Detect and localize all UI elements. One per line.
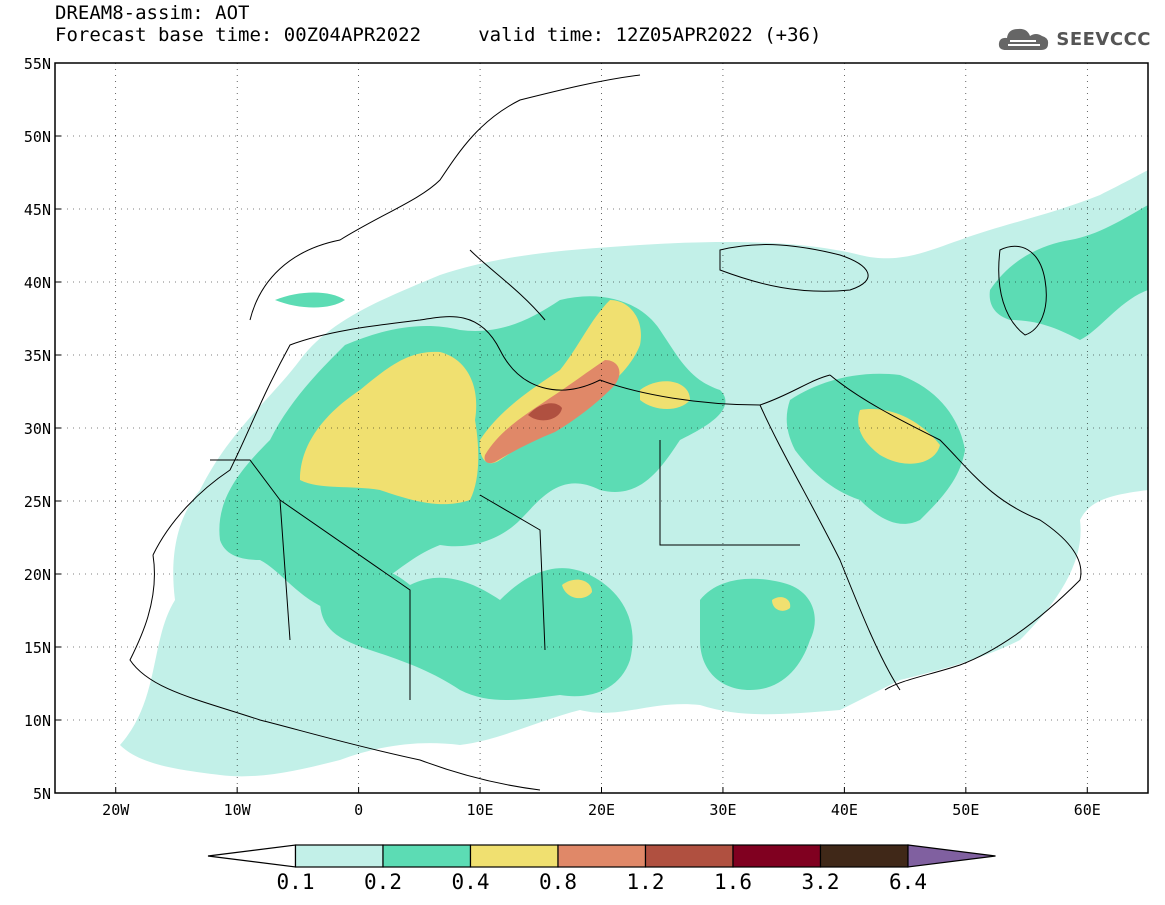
coastlines	[129, 74, 1082, 791]
colorbar-label: 1.2	[627, 870, 665, 894]
lon-tick-label: 50E	[952, 801, 979, 819]
colorbar-cell	[819, 844, 909, 868]
coast-black-sea	[719, 244, 869, 292]
lon-tick-label: 0	[354, 801, 363, 819]
colorbar-cell	[382, 844, 472, 868]
colorbar-label: 0.1	[277, 870, 315, 894]
colorbar-cell	[557, 844, 647, 868]
logo-text: SEEVCCC	[1056, 28, 1151, 50]
aot-band-0-2-sahel	[320, 567, 633, 700]
lon-tick-label: 40E	[831, 801, 858, 819]
colorbar-high-arrow	[907, 844, 996, 868]
grid-lines	[55, 63, 1148, 793]
forecast-time-line: Forecast base time: 00Z04APR2022 valid t…	[55, 24, 822, 46]
colorbar-label: 1.6	[714, 870, 752, 894]
aot-band-0-4-sudan	[772, 597, 791, 611]
seevccc-logo: SEEVCCC	[996, 22, 1151, 56]
lon-tick-label: 60E	[1074, 801, 1101, 819]
coast-red-sea	[759, 404, 901, 691]
colorbar-label: 0.4	[452, 870, 490, 894]
coast-north-africa	[152, 316, 831, 556]
colorbar-cell	[644, 844, 734, 868]
border-3	[659, 440, 800, 546]
lat-tick-label: 45N	[24, 201, 51, 219]
colorbar-cell	[732, 844, 822, 868]
colorbar-label: 3.2	[802, 870, 840, 894]
lat-tick-label: 5N	[33, 785, 51, 803]
lat-tick-label: 20N	[24, 566, 51, 584]
lon-tick-label: 30E	[709, 801, 736, 819]
coast-west-africa	[129, 554, 541, 791]
longitude-ticks: 20W 10W 0 10E 20E 30E 40E 50E 60E	[102, 787, 1101, 819]
lat-tick-label: 30N	[24, 420, 51, 438]
border-2	[479, 494, 546, 651]
latitude-ticks: 55N 50N 45N 40N 35N 30N 25N 20N 15N 10N 5N	[24, 55, 61, 803]
colorbar-low-arrow	[207, 844, 297, 868]
lat-tick-label: 10N	[24, 712, 51, 730]
coast-arabia	[829, 374, 1082, 691]
lon-tick-label: 20W	[102, 801, 130, 819]
lon-tick-label: 10W	[224, 801, 252, 819]
aot-band-0-2-caspian	[989, 205, 1148, 340]
colorbar-cell	[294, 844, 384, 868]
aot-band-1-2	[528, 403, 562, 421]
aot-band-0-2-iberia	[275, 292, 345, 308]
lat-tick-label: 15N	[24, 639, 51, 657]
lat-tick-label: 25N	[24, 493, 51, 511]
colorbar: 0.1 0.2 0.4 0.8 1.2 1.6 3.2 6.4	[207, 844, 996, 894]
lat-tick-label: 35N	[24, 347, 51, 365]
colorbar-label: 0.2	[364, 870, 402, 894]
aot-band-0-4-egypt	[640, 381, 690, 409]
lat-tick-label: 40N	[24, 274, 51, 292]
coast-caspian	[998, 245, 1047, 336]
lat-tick-label: 55N	[24, 55, 51, 73]
colorbar-cell	[469, 844, 559, 868]
coast-italy	[469, 249, 546, 321]
aot-field	[120, 170, 1148, 777]
lon-tick-label: 20E	[588, 801, 615, 819]
lat-tick-label: 50N	[24, 128, 51, 146]
aot-band-0-4-algeria	[300, 351, 479, 505]
border-4	[210, 459, 291, 641]
colorbar-label: 6.4	[889, 870, 927, 894]
cloud-icon	[999, 28, 1049, 50]
colorbar-label: 0.8	[539, 870, 577, 894]
border-1	[279, 499, 411, 700]
lon-tick-label: 10E	[467, 801, 494, 819]
map-title: DREAM8-assim: AOT	[55, 2, 250, 24]
aot-band-0-4-iraq	[858, 409, 940, 464]
aot-band-0-4-chad	[562, 579, 592, 599]
coast-europe	[249, 74, 641, 321]
